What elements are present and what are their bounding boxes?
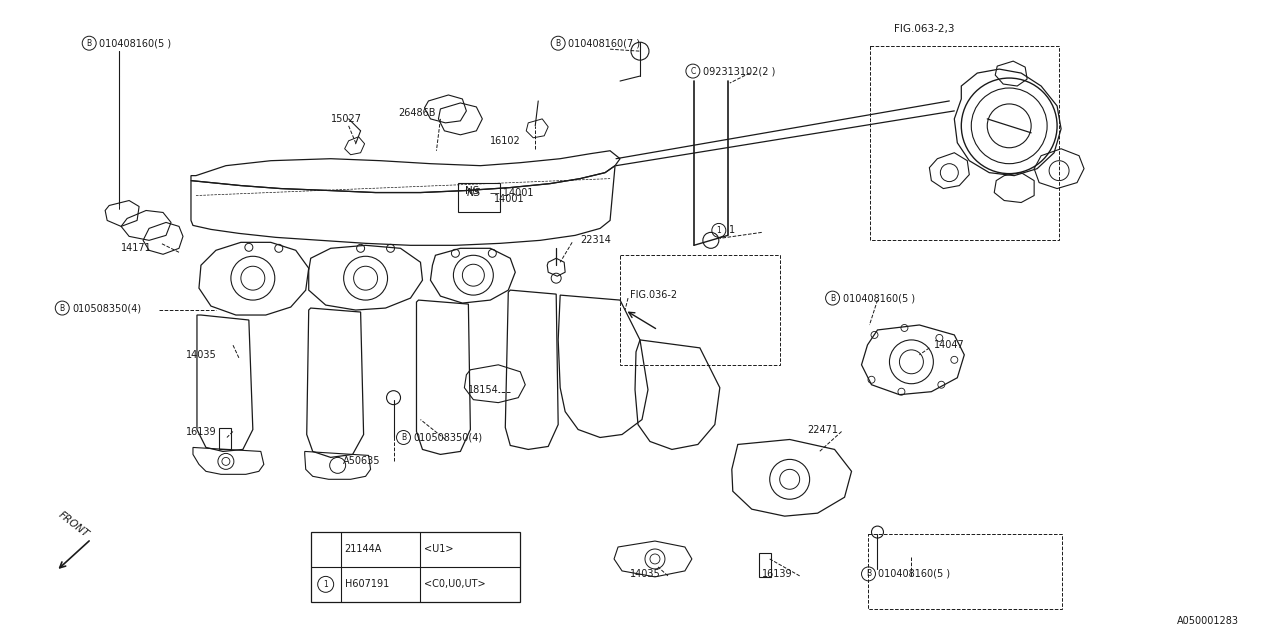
Text: NS: NS <box>466 186 480 196</box>
Text: — 14001: — 14001 <box>490 188 534 198</box>
Text: FIG.063-2,3: FIG.063-2,3 <box>895 24 955 35</box>
Bar <box>620 255 780 365</box>
Text: 1: 1 <box>728 225 735 236</box>
Text: H607191: H607191 <box>344 579 389 589</box>
Bar <box>311 532 520 602</box>
Text: 14035: 14035 <box>630 569 660 579</box>
Text: B: B <box>867 570 872 579</box>
Text: 010508350(4): 010508350(4) <box>72 303 141 313</box>
Text: 22471: 22471 <box>808 424 838 435</box>
Bar <box>458 182 500 212</box>
Text: 010408160(7 ): 010408160(7 ) <box>568 38 640 48</box>
Text: 15027: 15027 <box>330 114 362 124</box>
Bar <box>759 553 771 577</box>
Text: 1: 1 <box>324 580 328 589</box>
Text: <U1>: <U1> <box>425 545 454 554</box>
Text: 14035: 14035 <box>186 350 216 360</box>
Text: 010408160(5 ): 010408160(5 ) <box>99 38 172 48</box>
Text: B: B <box>556 38 561 48</box>
Text: B: B <box>401 433 406 442</box>
Text: A50635: A50635 <box>343 456 380 467</box>
Text: 1: 1 <box>717 226 721 235</box>
Text: <C0,U0,UT>: <C0,U0,UT> <box>425 579 486 589</box>
Text: 092313102(2 ): 092313102(2 ) <box>703 66 776 76</box>
Text: 16102: 16102 <box>490 136 521 146</box>
Text: 14171: 14171 <box>122 243 152 253</box>
Text: 010408160(5 ): 010408160(5 ) <box>878 569 951 579</box>
Bar <box>869 46 1059 241</box>
Text: 16139: 16139 <box>186 426 216 436</box>
Text: B: B <box>87 38 92 48</box>
Text: A050001283: A050001283 <box>1176 616 1239 626</box>
Text: 18154: 18154 <box>468 385 499 395</box>
Text: FRONT: FRONT <box>56 509 91 539</box>
Text: B: B <box>60 303 65 312</box>
Text: 010508350(4): 010508350(4) <box>413 433 483 442</box>
Text: 010408160(5 ): 010408160(5 ) <box>842 293 915 303</box>
Text: NS: NS <box>466 188 481 198</box>
Text: 22314: 22314 <box>580 236 611 245</box>
Text: B: B <box>829 294 835 303</box>
Text: 26486B: 26486B <box>398 108 436 118</box>
Text: FIG.036-2: FIG.036-2 <box>630 290 677 300</box>
Text: 14001: 14001 <box>494 193 525 204</box>
Text: 21144A: 21144A <box>344 545 381 554</box>
Bar <box>219 428 230 449</box>
Text: 16139: 16139 <box>762 569 792 579</box>
Text: C: C <box>690 67 695 76</box>
Text: 14047: 14047 <box>934 340 965 350</box>
Bar <box>868 534 1062 609</box>
